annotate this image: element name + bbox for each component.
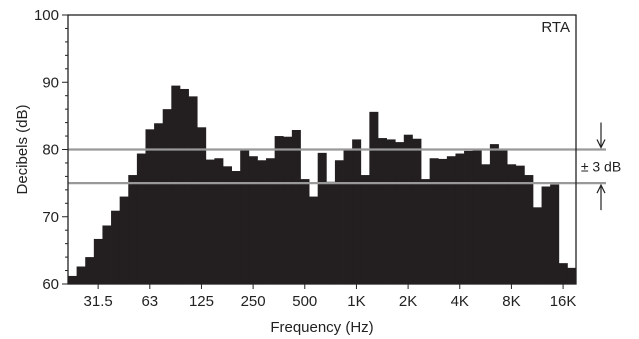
y-tick-label: 80 (42, 142, 59, 159)
bar (567, 267, 577, 284)
bar (214, 158, 224, 284)
x-axis-title: Frequency (Hz) (270, 319, 373, 336)
y-tick-label: 100 (34, 7, 59, 24)
bar (300, 179, 310, 284)
x-tick-label: 250 (241, 293, 266, 310)
bar (317, 152, 327, 284)
rta-label: RTA (541, 19, 570, 36)
bar (231, 171, 241, 284)
bar (136, 153, 146, 284)
bar (240, 150, 250, 284)
bar (119, 196, 129, 284)
y-tick-label: 90 (42, 74, 59, 91)
x-tick-label: 31.5 (84, 293, 113, 310)
y-axis: 60 70 80 90 100 (34, 7, 68, 293)
bar (222, 166, 232, 284)
y-tick-label: 70 (42, 209, 59, 226)
bar (266, 158, 276, 284)
x-tick-label: 500 (292, 293, 317, 310)
bar (257, 160, 267, 284)
bar (93, 238, 103, 284)
bar (197, 127, 207, 284)
y-tick-label: 60 (42, 276, 59, 293)
bar (102, 225, 112, 284)
bar (171, 85, 181, 284)
bar (369, 111, 379, 284)
bar (429, 158, 439, 284)
bar (558, 263, 568, 284)
bar (248, 156, 258, 284)
x-tick-label: 63 (141, 293, 158, 310)
bar (68, 275, 78, 284)
bar (291, 130, 301, 284)
bar (507, 164, 517, 284)
bar (498, 148, 508, 284)
bar (274, 136, 284, 284)
bar (154, 123, 164, 285)
reference-lines (68, 148, 606, 185)
x-axis: 31.5 63 125 250 500 1K 2K 4K 8K 16K (84, 284, 577, 310)
x-tick-label: 1K (347, 293, 365, 310)
x-tick-label: 4K (451, 293, 469, 310)
bar (377, 138, 387, 284)
x-tick-label: 125 (189, 293, 214, 310)
bar (395, 142, 405, 284)
tolerance-annotation: ± 3 dB (581, 122, 621, 211)
bar (403, 134, 413, 284)
bar (550, 184, 560, 284)
bar (438, 158, 448, 284)
y-axis-title: Decibels (dB) (14, 104, 31, 194)
tolerance-label: ± 3 dB (581, 158, 621, 174)
arrow-up-icon (596, 183, 606, 194)
bar (334, 160, 344, 284)
arrow-down-icon (596, 139, 606, 149)
bar (162, 109, 172, 285)
x-tick-label: 16K (550, 293, 577, 310)
bar (541, 186, 551, 284)
bar (386, 139, 396, 284)
bar (489, 144, 499, 284)
bar (472, 150, 482, 284)
bar (76, 266, 86, 284)
x-tick-label: 2K (399, 293, 417, 310)
bar (360, 175, 370, 284)
bar (412, 138, 422, 284)
bars-group (68, 85, 577, 285)
bar (85, 257, 95, 284)
bar (205, 159, 215, 284)
bar (532, 207, 542, 284)
bar (515, 165, 525, 284)
bar (446, 156, 456, 284)
bar (455, 153, 465, 284)
bar (352, 139, 362, 284)
bar (309, 196, 319, 284)
bar (326, 181, 336, 284)
bar (188, 96, 198, 285)
x-tick-label: 8K (502, 293, 520, 310)
bar (111, 210, 121, 284)
bar (421, 179, 431, 284)
bar (524, 175, 534, 284)
bar (481, 164, 491, 284)
bar (145, 129, 155, 284)
bar (128, 175, 138, 284)
bar (464, 150, 474, 284)
bar (343, 150, 353, 284)
bar (283, 136, 293, 284)
bar (179, 88, 189, 284)
